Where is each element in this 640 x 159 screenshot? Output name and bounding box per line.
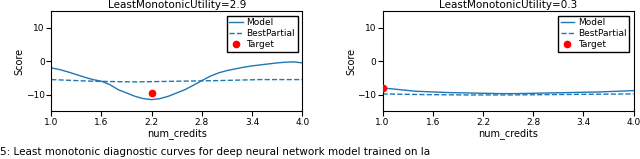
Model xyxy=(148,99,156,101)
Model xyxy=(496,93,504,95)
Model xyxy=(206,75,214,77)
Model xyxy=(123,92,131,94)
Model xyxy=(223,70,231,72)
Model xyxy=(580,91,588,93)
Model xyxy=(198,80,205,82)
Model xyxy=(115,89,122,91)
Title: Optimized Over Unseen (amount <= 1000)
LeastMonotonicUtility=0.3: Optimized Over Unseen (amount <= 1000) L… xyxy=(395,0,621,10)
Model xyxy=(463,92,470,94)
Model xyxy=(89,79,97,81)
BestPartial xyxy=(630,93,637,95)
Line: Model: Model xyxy=(383,88,634,94)
Model xyxy=(563,92,570,93)
BestPartial xyxy=(588,93,596,95)
BestPartial xyxy=(257,79,264,81)
BestPartial xyxy=(47,79,55,81)
BestPartial xyxy=(173,80,180,82)
Model xyxy=(240,66,248,68)
Text: 5: Least monotonic diagnostic curves for deep neural network model trained on la: 5: Least monotonic diagnostic curves for… xyxy=(0,147,430,157)
Model xyxy=(140,98,147,100)
Model xyxy=(81,76,88,78)
Model xyxy=(445,92,453,93)
Model xyxy=(630,90,637,92)
Model xyxy=(290,61,298,63)
Model xyxy=(529,92,537,94)
Line: Model: Model xyxy=(51,62,302,100)
Legend: Model, BestPartial, Target: Model, BestPartial, Target xyxy=(227,16,298,52)
Model xyxy=(181,89,189,91)
Model xyxy=(265,63,273,65)
Legend: Model, BestPartial, Target: Model, BestPartial, Target xyxy=(558,16,629,52)
X-axis label: num_credits: num_credits xyxy=(478,128,538,139)
Model xyxy=(164,95,172,97)
BestPartial xyxy=(89,80,97,82)
Model xyxy=(189,84,197,86)
BestPartial xyxy=(379,93,387,95)
Line: BestPartial: BestPartial xyxy=(51,80,302,82)
Model xyxy=(282,61,289,63)
Model xyxy=(379,87,387,89)
BestPartial xyxy=(420,94,428,96)
Model xyxy=(232,68,239,70)
Model xyxy=(106,84,114,86)
Model xyxy=(173,92,180,94)
Model xyxy=(214,72,222,74)
Model xyxy=(613,90,621,92)
Model xyxy=(97,80,105,82)
Model xyxy=(596,91,604,93)
Model xyxy=(131,95,139,97)
BestPartial xyxy=(546,94,554,96)
Model xyxy=(273,62,281,64)
Line: BestPartial: BestPartial xyxy=(383,94,634,95)
Model xyxy=(479,92,487,94)
BestPartial xyxy=(214,80,222,82)
Model xyxy=(513,93,520,95)
BestPartial xyxy=(504,94,512,96)
Model xyxy=(64,71,72,73)
Model xyxy=(412,90,420,92)
Model xyxy=(298,62,306,64)
BestPartial xyxy=(298,79,306,81)
BestPartial xyxy=(131,81,139,83)
Model xyxy=(257,64,264,66)
Model xyxy=(47,67,55,69)
Model xyxy=(156,98,164,100)
Y-axis label: Score: Score xyxy=(15,48,24,75)
Model xyxy=(396,89,403,91)
Title: Optimized Over Training (amount > 1000)
LeastMonotonicUtility=2.9: Optimized Over Training (amount > 1000) … xyxy=(67,0,287,10)
Model xyxy=(248,65,256,67)
X-axis label: num_credits: num_credits xyxy=(147,128,207,139)
Model xyxy=(56,69,63,71)
Model xyxy=(546,92,554,94)
Model xyxy=(429,91,436,93)
Y-axis label: Score: Score xyxy=(346,48,356,75)
Model xyxy=(72,74,80,76)
BestPartial xyxy=(463,94,470,96)
